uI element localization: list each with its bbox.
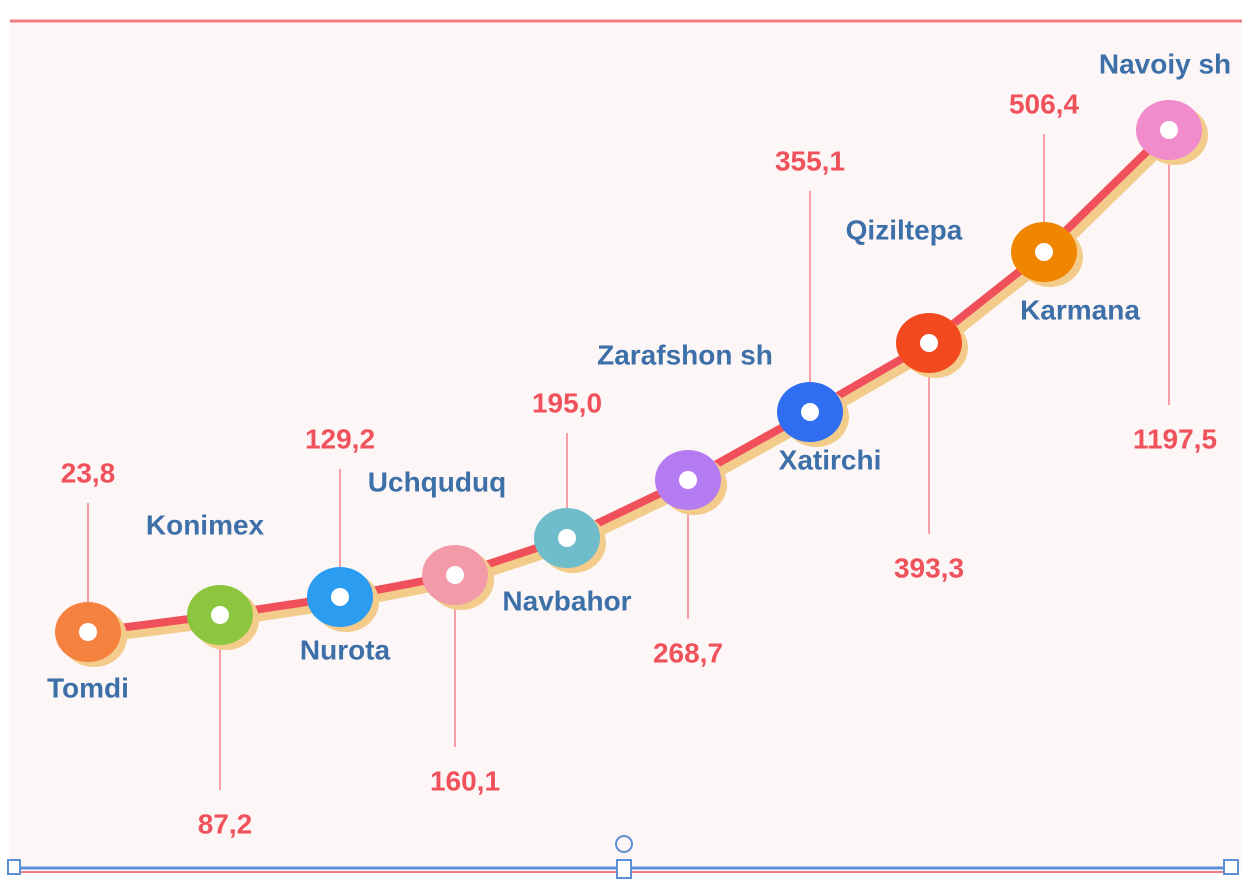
point-value: 1197,5 [1133, 423, 1217, 454]
point-value: 393,3 [894, 552, 964, 583]
point-item: Uchquduq 160,1 [368, 466, 506, 796]
point-label: Nurota [300, 634, 391, 665]
marker-hole [679, 471, 697, 489]
point-value: 160,1 [430, 765, 500, 796]
background [10, 20, 1242, 870]
marker-hole [211, 606, 229, 624]
point-value: 195,0 [532, 387, 602, 418]
handle[interactable] [7, 859, 21, 875]
point-item: Navbahor 195,0 [502, 387, 631, 616]
curve-line [87, 127, 1172, 636]
point-item: Konimex 87,2 [146, 509, 265, 839]
curve [87, 127, 1178, 644]
point-label: Navoiy sh [1099, 48, 1231, 79]
point-value: 129,2 [305, 423, 375, 454]
marker-hole [558, 529, 576, 547]
point-label: Xatirchi [779, 444, 882, 475]
point-item: Navoiy sh 1197,5 [1099, 48, 1231, 454]
marker-hole [920, 334, 938, 352]
point-label: Tomdi [47, 672, 129, 703]
curve-shadow [92, 133, 1178, 644]
point-item: Nurota 129,2 [300, 423, 391, 665]
handle[interactable] [616, 859, 632, 879]
point-label: Uchquduq [368, 466, 506, 497]
point-item: Zarafshon sh 268,7 [597, 339, 773, 668]
rotate-handle[interactable] [615, 835, 633, 853]
point-value: 23,8 [61, 457, 116, 488]
point-value: 506,4 [1009, 88, 1079, 119]
point-label: Karmana [1020, 294, 1140, 325]
marker-hole [331, 588, 349, 606]
point-value: 268,7 [653, 637, 723, 668]
point-item: Tomdi 23,8 [47, 457, 129, 703]
point-value: 87,2 [198, 808, 253, 839]
marker-hole [446, 566, 464, 584]
point-label: Zarafshon sh [597, 339, 773, 370]
marker-hole [1035, 243, 1053, 261]
point-item: Xatirchi 355,1 [775, 145, 881, 475]
point-label: Konimex [146, 509, 265, 540]
point-item: Karmana 506,4 [1009, 88, 1140, 325]
marker-hole [79, 623, 97, 641]
point-label: Qiziltepa [846, 214, 963, 245]
point-value: 355,1 [775, 145, 845, 176]
marker-hole [801, 403, 819, 421]
point-item: Qiziltepa 393,3 [846, 214, 968, 583]
handle[interactable] [1223, 859, 1239, 875]
items: Tomdi 23,8 Konimex 87,2 Nurota 129,2 Uchquduq 1… [47, 48, 1231, 839]
marker-hole [1160, 121, 1178, 139]
point-label: Navbahor [502, 585, 631, 616]
